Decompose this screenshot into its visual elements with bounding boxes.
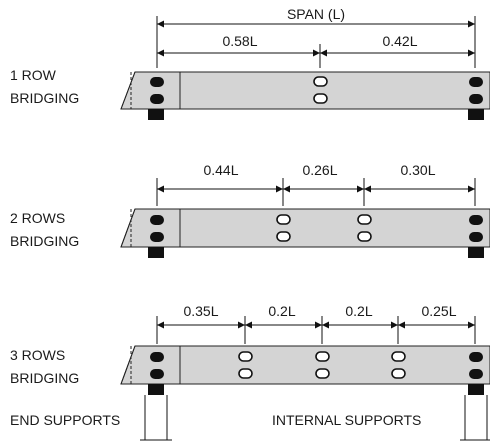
row-3-dimension-3: 0.2L bbox=[322, 303, 398, 329]
end-bore-icon bbox=[150, 215, 164, 225]
end-support-block bbox=[148, 247, 164, 258]
bridging-bore-icon bbox=[313, 93, 328, 104]
end-support-post bbox=[140, 395, 172, 441]
end-bore-icon bbox=[150, 369, 164, 379]
row-2-dimension-1: 0.44L bbox=[157, 162, 283, 193]
row-3-beam bbox=[120, 345, 490, 385]
bridging-bore-icon bbox=[391, 368, 406, 379]
end-bore-icon bbox=[469, 369, 483, 379]
end-support-block bbox=[468, 384, 484, 395]
bridging-bore-icon bbox=[238, 368, 253, 379]
row-1-bridging: 1 ROW BRIDGING 0.58L 0.42L bbox=[10, 16, 490, 120]
end-supports-label: END SUPPORTS bbox=[10, 412, 120, 428]
row-3-label-line-1: 3 ROWS bbox=[10, 347, 65, 363]
row-2-beam bbox=[120, 208, 490, 248]
row-3-bridging: 3 ROWS BRIDGING 0.35L 0.2L 0.2L 0.25L bbox=[10, 303, 490, 441]
row-2-dim-2-label: 0.26L bbox=[302, 162, 337, 178]
end-bore-icon bbox=[469, 215, 483, 225]
row-2-dim-1-label: 0.44L bbox=[203, 162, 238, 178]
end-bore-icon bbox=[469, 94, 483, 104]
end-bore-icon bbox=[150, 232, 164, 242]
row-1-label-line-2: BRIDGING bbox=[10, 90, 79, 106]
row-2-label-line-1: 2 ROWS bbox=[10, 210, 65, 226]
end-support-block bbox=[468, 247, 484, 258]
end-bore-icon bbox=[469, 352, 483, 362]
bridging-bore-icon bbox=[357, 214, 372, 225]
end-support-block bbox=[148, 384, 164, 395]
row-3-dimension-4: 0.25L bbox=[398, 303, 475, 329]
bridging-bore-icon bbox=[357, 231, 372, 242]
row-2-dim-3-label: 0.30L bbox=[400, 162, 435, 178]
row-1-dim-2-label: 0.42L bbox=[382, 33, 417, 49]
end-support-block bbox=[148, 109, 164, 120]
row-3-dim-1-label: 0.35L bbox=[183, 303, 218, 319]
row-1-dim-1-label: 0.58L bbox=[222, 33, 257, 49]
row-2-dimension-3: 0.30L bbox=[364, 162, 475, 193]
row-2-bridging: 2 ROWS BRIDGING 0.44L 0.26L 0.30L bbox=[10, 162, 490, 258]
internal-supports-label: INTERNAL SUPPORTS bbox=[272, 412, 421, 428]
bridging-bore-icon bbox=[276, 214, 291, 225]
end-bore-icon bbox=[150, 94, 164, 104]
row-2-dimension-2: 0.26L bbox=[283, 162, 364, 193]
row-1-beam bbox=[120, 71, 490, 110]
end-bore-icon bbox=[469, 77, 483, 87]
end-bore-icon bbox=[150, 352, 164, 362]
bridging-bore-icon bbox=[276, 231, 291, 242]
row-3-label-line-2: BRIDGING bbox=[10, 370, 79, 386]
bridging-bore-icon bbox=[315, 351, 330, 362]
span-label: SPAN (L) bbox=[287, 6, 345, 22]
bridging-bore-icon bbox=[238, 351, 253, 362]
span-dimension: SPAN (L) bbox=[157, 6, 475, 28]
bridging-bore-icon bbox=[391, 351, 406, 362]
row-1-dimension-1: 0.58L bbox=[157, 33, 320, 57]
row-3-dimension-1: 0.35L bbox=[157, 303, 245, 329]
row-2-label-line-2: BRIDGING bbox=[10, 233, 79, 249]
end-support-block bbox=[468, 109, 484, 120]
bridging-bore-icon bbox=[313, 76, 328, 87]
row-1-dimension-2: 0.42L bbox=[320, 33, 475, 57]
end-bore-icon bbox=[150, 77, 164, 87]
row-1-label-line-1: 1 ROW bbox=[10, 67, 57, 83]
row-3-dim-2-label: 0.2L bbox=[268, 303, 295, 319]
row-3-dim-3-label: 0.2L bbox=[345, 303, 372, 319]
bridging-bore-icon bbox=[315, 368, 330, 379]
row-3-dimension-2: 0.2L bbox=[245, 303, 322, 329]
internal-support-post bbox=[460, 395, 490, 441]
end-bore-icon bbox=[469, 232, 483, 242]
row-3-dim-4-label: 0.25L bbox=[421, 303, 456, 319]
